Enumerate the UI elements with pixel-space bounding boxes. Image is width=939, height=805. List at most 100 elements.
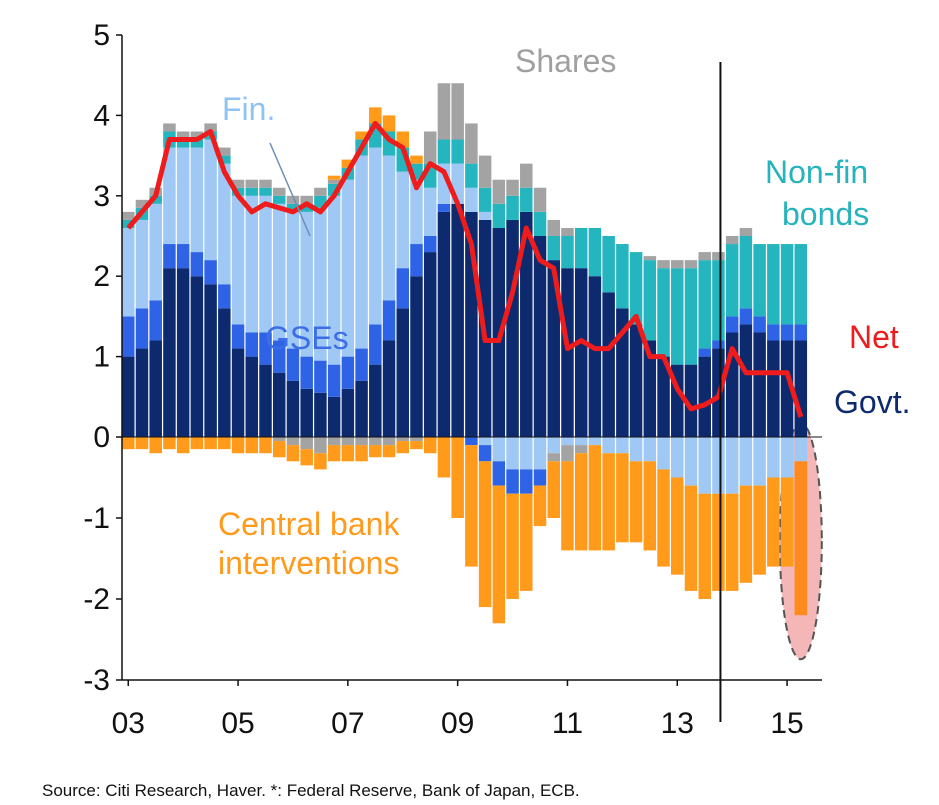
bar-govt	[753, 332, 766, 437]
overlay-group	[126, 62, 804, 722]
bar-nonfin	[643, 260, 657, 341]
bar-govt	[574, 268, 588, 437]
bar-shares	[259, 179, 272, 188]
bar-neg_shares	[547, 453, 560, 462]
bar-cb	[739, 485, 753, 583]
bar-neg_shares	[300, 437, 313, 450]
bar-neg_fin	[602, 437, 615, 454]
bar-gses	[122, 316, 135, 357]
bar-nonfin	[780, 244, 794, 325]
bar-govt	[520, 211, 533, 437]
bar-cb	[780, 477, 794, 567]
bar-govt	[396, 308, 410, 437]
bar-fin	[341, 179, 355, 357]
x-tick-label: 09	[441, 707, 474, 740]
bar-neg_shares	[327, 437, 341, 446]
bar-gses	[698, 348, 711, 357]
bar-gses	[712, 340, 725, 349]
bar-gses	[341, 356, 355, 389]
bar-neg_fin	[616, 437, 629, 454]
y-tick-label: -2	[83, 583, 110, 616]
bar-govt	[135, 348, 149, 437]
label-gses: GSEs	[265, 320, 349, 356]
bar-gses	[780, 324, 794, 341]
bar-neg_fin	[478, 437, 492, 446]
bar-fin	[163, 147, 176, 245]
bar-nonfin	[671, 268, 684, 365]
bar-cb	[712, 493, 725, 591]
bar-fin	[204, 139, 217, 261]
bar-cb	[698, 493, 711, 599]
bar-cb	[725, 493, 739, 591]
x-tick-label: 15	[770, 707, 803, 740]
bar-pos_extra	[382, 115, 396, 132]
bar-fin	[122, 227, 135, 317]
bar-fin	[355, 155, 368, 349]
bar-cb	[478, 461, 492, 608]
bar-cb	[437, 437, 451, 478]
bar-gses	[423, 236, 437, 253]
bar-shares	[465, 123, 478, 164]
bar-cb	[286, 445, 300, 462]
bar-gses	[286, 348, 300, 381]
bar-shares	[478, 155, 492, 188]
bar-fin	[272, 203, 286, 341]
bar-neg_fin	[684, 437, 698, 486]
bar-gses	[396, 268, 410, 309]
bar-shares	[533, 187, 547, 212]
bar-govt	[369, 364, 382, 437]
bar-cb	[259, 437, 272, 454]
bar-shares	[176, 131, 190, 140]
bar-neg_shares	[341, 437, 355, 446]
bar-fin	[176, 147, 190, 245]
bar-nonfin	[437, 139, 451, 164]
net-line	[126, 120, 804, 418]
source-note: Source: Citi Research, Haver. *: Federal…	[42, 781, 580, 800]
bar-gses	[190, 252, 204, 277]
bar-govt	[616, 308, 629, 437]
bar-govt	[176, 268, 190, 437]
bar-shares	[163, 123, 176, 132]
y-tick-label: 0	[93, 421, 110, 454]
bar-govt	[204, 284, 217, 437]
bar-govt	[767, 340, 780, 437]
y-tick-label: 4	[93, 99, 110, 132]
bar-nonfin	[492, 203, 506, 228]
bar-neg_shares	[369, 437, 382, 446]
bar-shares	[547, 219, 560, 236]
bar-gses	[204, 260, 217, 285]
bar-nonfin	[451, 139, 464, 164]
bar-neg_fin	[561, 437, 574, 446]
y-tick-label: -3	[83, 664, 110, 697]
bar-shares	[135, 199, 149, 208]
bar-neg_shares	[574, 445, 588, 454]
bar-govt	[341, 388, 355, 437]
bar-gses	[314, 360, 327, 393]
bar-nonfin	[588, 227, 602, 277]
bar-shares	[204, 123, 217, 132]
bar-cb	[135, 437, 149, 450]
bar-nonfin	[259, 187, 272, 196]
bar-gses	[272, 340, 286, 373]
bar-govt	[300, 388, 313, 437]
bar-fin	[286, 211, 300, 349]
bar-nonfin	[478, 187, 492, 212]
bar-shares	[245, 179, 259, 188]
y-tick-label: 1	[93, 341, 110, 374]
bar-gses	[135, 308, 149, 349]
bar-cb	[671, 477, 684, 575]
bar-gses	[300, 356, 313, 389]
bar-neg_fin	[643, 437, 657, 462]
bar-govt	[588, 276, 602, 437]
y-tick-label: 5	[93, 19, 110, 52]
bar-shares	[561, 227, 574, 236]
bar-nonfin	[561, 236, 574, 269]
bar-nonfin	[629, 252, 643, 325]
bar-neg_fin	[547, 437, 560, 454]
bar-govt	[259, 364, 272, 437]
bar-gses	[176, 244, 190, 269]
bar-fin	[396, 171, 410, 269]
bar-nonfin	[725, 244, 739, 317]
bar-nonfin	[698, 260, 711, 349]
